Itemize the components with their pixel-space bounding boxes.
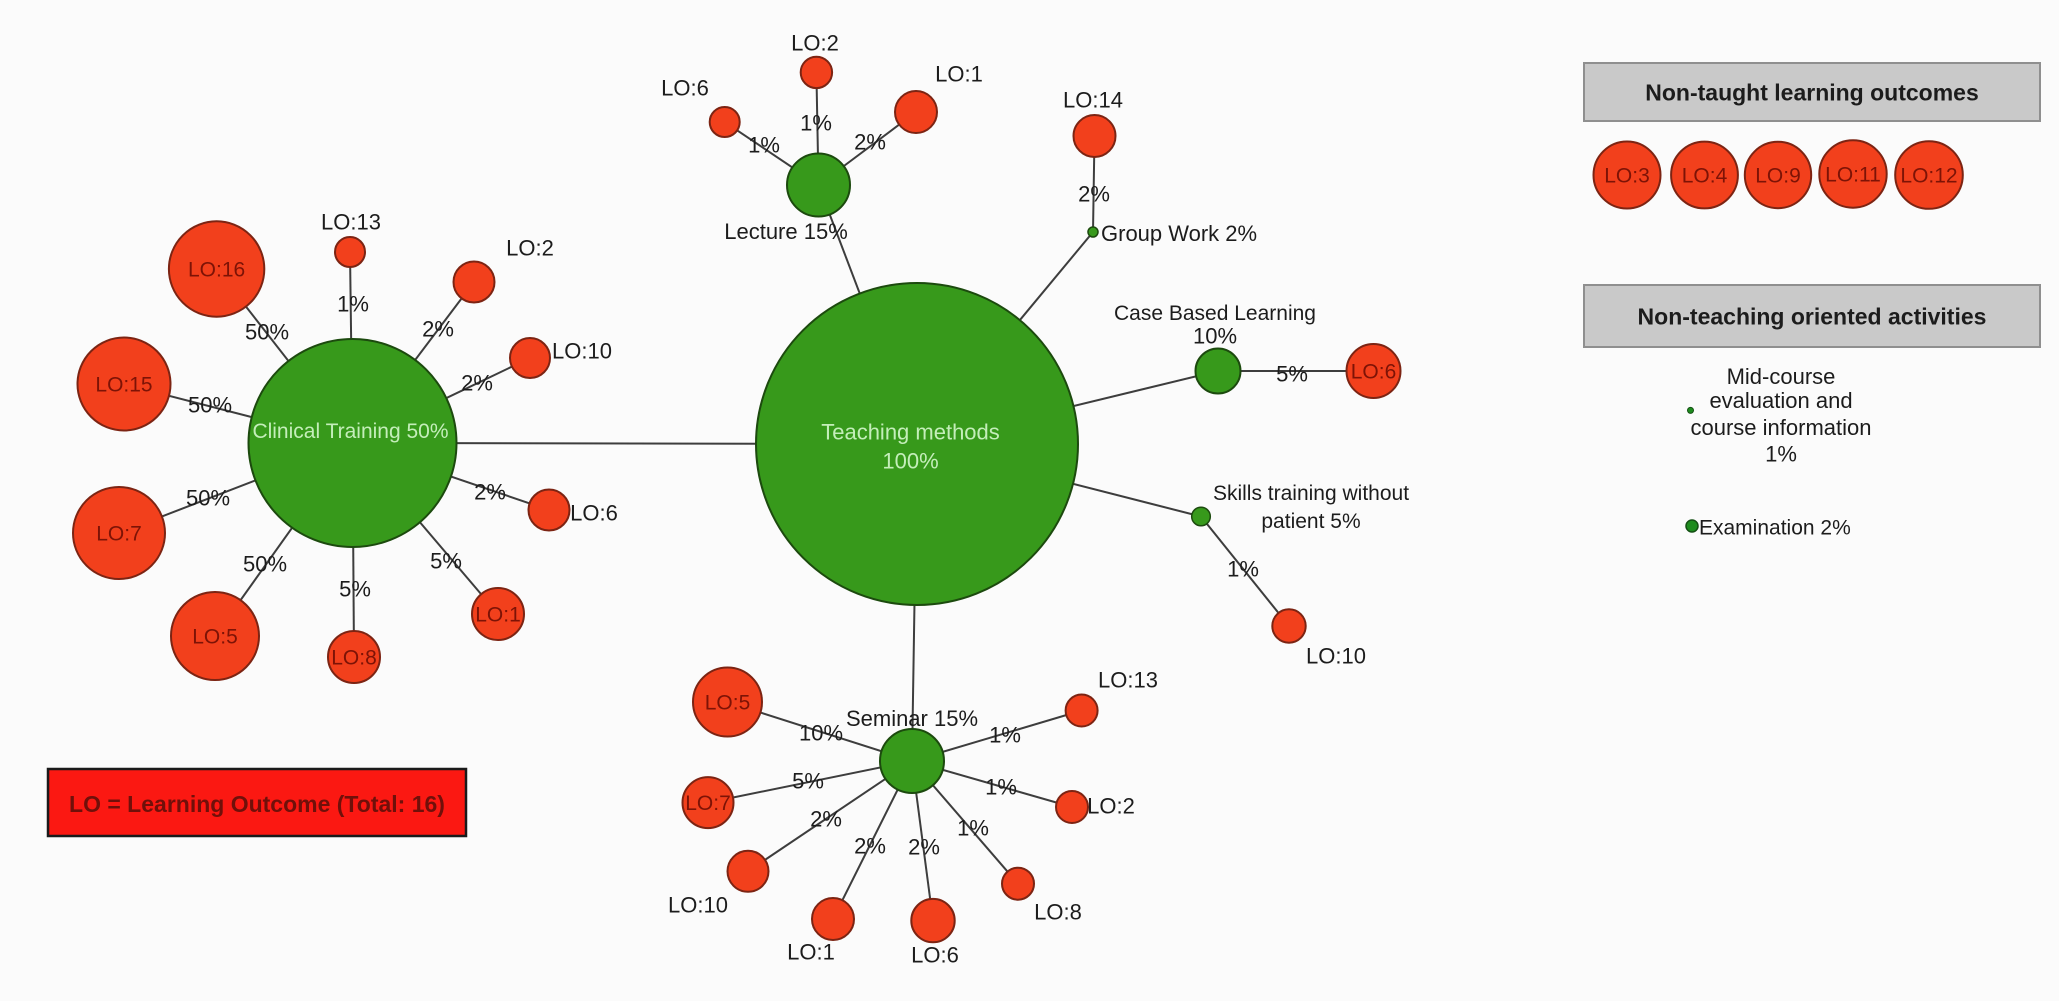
- svg-text:5%: 5%: [339, 577, 371, 602]
- svg-text:10%: 10%: [799, 721, 843, 746]
- svg-text:LO:5: LO:5: [705, 691, 751, 714]
- svg-text:LO:1: LO:1: [935, 62, 983, 87]
- svg-text:50%: 50%: [245, 320, 289, 345]
- svg-text:5%: 5%: [430, 549, 462, 574]
- svg-text:evaluation and: evaluation and: [1709, 388, 1852, 413]
- svg-text:LO:11: LO:11: [1825, 163, 1881, 186]
- svg-text:LO:6: LO:6: [911, 943, 959, 968]
- svg-text:LO:13: LO:13: [1098, 668, 1158, 693]
- svg-text:LO:12: LO:12: [1900, 164, 1957, 187]
- svg-text:LO:1: LO:1: [787, 940, 835, 965]
- svg-text:LO:1: LO:1: [475, 603, 521, 626]
- svg-text:50%: 50%: [243, 552, 287, 577]
- svg-text:Teaching methods: Teaching methods: [821, 420, 1000, 445]
- svg-text:2%: 2%: [854, 834, 886, 859]
- svg-text:Clinical Training 50%: Clinical Training 50%: [252, 420, 448, 443]
- svg-text:1%: 1%: [748, 133, 780, 158]
- svg-text:Seminar 15%: Seminar 15%: [846, 706, 978, 731]
- svg-text:course information: course information: [1691, 415, 1872, 440]
- svg-text:Examination 2%: Examination 2%: [1699, 517, 1851, 540]
- svg-text:Skills training without: Skills training without: [1213, 482, 1409, 505]
- svg-text:LO:10: LO:10: [668, 893, 728, 918]
- svg-text:2%: 2%: [474, 480, 506, 505]
- svg-text:LO:5: LO:5: [192, 625, 238, 648]
- svg-text:LO:10: LO:10: [552, 339, 612, 364]
- svg-text:5%: 5%: [792, 769, 824, 794]
- svg-text:LO:14: LO:14: [1063, 88, 1123, 113]
- svg-text:50%: 50%: [188, 393, 232, 418]
- svg-text:1%: 1%: [800, 111, 832, 136]
- svg-text:LO:3: LO:3: [1604, 164, 1650, 187]
- svg-text:Group Work 2%: Group Work 2%: [1101, 221, 1257, 246]
- svg-text:LO:4: LO:4: [1682, 164, 1728, 187]
- svg-text:LO = Learning Outcome (Total:: LO = Learning Outcome (Total: 16): [69, 791, 445, 817]
- svg-text:50%: 50%: [186, 486, 230, 511]
- svg-text:LO:10: LO:10: [1306, 644, 1366, 669]
- svg-text:Case Based Learning: Case Based Learning: [1114, 302, 1316, 325]
- svg-text:LO:6: LO:6: [661, 76, 709, 101]
- svg-text:Non-taught learning outcomes: Non-taught learning outcomes: [1645, 80, 1979, 106]
- svg-text:LO:2: LO:2: [791, 31, 839, 56]
- svg-text:1%: 1%: [1227, 557, 1259, 582]
- svg-text:LO:6: LO:6: [570, 501, 618, 526]
- svg-text:Mid-course: Mid-course: [1727, 364, 1836, 389]
- svg-text:1%: 1%: [989, 723, 1021, 748]
- svg-text:Non-teaching oriented activiti: Non-teaching oriented activities: [1638, 304, 1987, 330]
- svg-text:2%: 2%: [461, 371, 493, 396]
- svg-text:LO:2: LO:2: [506, 236, 554, 261]
- svg-text:1%: 1%: [1765, 442, 1797, 467]
- svg-text:2%: 2%: [854, 130, 886, 155]
- svg-text:1%: 1%: [957, 816, 989, 841]
- svg-text:LO:13: LO:13: [321, 210, 381, 235]
- svg-text:LO:2: LO:2: [1087, 794, 1135, 819]
- svg-text:10%: 10%: [1193, 324, 1237, 349]
- svg-text:1%: 1%: [985, 775, 1017, 800]
- svg-text:LO:7: LO:7: [96, 522, 142, 545]
- svg-text:LO:8: LO:8: [331, 646, 377, 669]
- svg-text:Lecture 15%: Lecture 15%: [724, 219, 848, 244]
- svg-text:2%: 2%: [1078, 182, 1110, 207]
- svg-text:LO:15: LO:15: [95, 373, 152, 396]
- svg-text:patient 5%: patient 5%: [1261, 510, 1360, 533]
- svg-text:2%: 2%: [422, 317, 454, 342]
- svg-text:2%: 2%: [810, 807, 842, 832]
- svg-text:100%: 100%: [882, 449, 938, 474]
- svg-text:LO:9: LO:9: [1755, 164, 1801, 187]
- svg-text:LO:16: LO:16: [188, 258, 245, 281]
- svg-text:2%: 2%: [908, 835, 940, 860]
- svg-text:LO:8: LO:8: [1034, 900, 1082, 925]
- svg-text:LO:7: LO:7: [685, 792, 731, 815]
- svg-text:5%: 5%: [1276, 362, 1308, 387]
- svg-text:LO:6: LO:6: [1351, 360, 1397, 383]
- svg-text:1%: 1%: [337, 292, 369, 317]
